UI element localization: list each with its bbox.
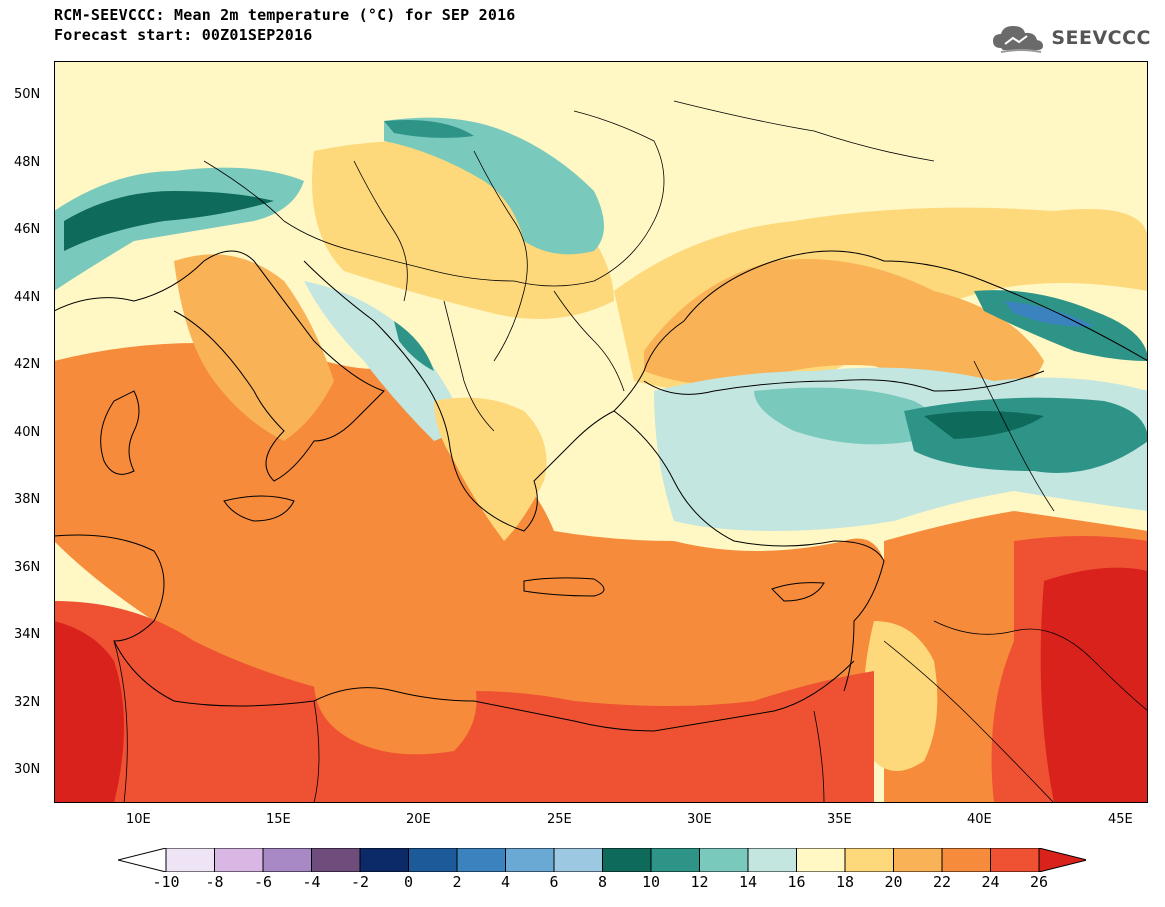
cloud-logo-icon [993,26,1044,53]
lat-label: 38N [14,492,41,507]
carpathians-zone [384,117,604,255]
algeria-hot-zone [54,621,124,803]
colorbar-tick-label: -10 [152,873,180,891]
colorbar-tick-label: 6 [549,873,559,891]
lat-label: 34N [14,627,41,642]
lat-label: 32N [14,695,41,710]
dinaric-peak-zone [394,321,434,371]
colorbar-tick-label: 24 [981,873,1000,891]
alps-peak-zone [64,191,274,251]
lon-label: 40E [967,812,992,827]
coastlines [54,250,1148,732]
colorbar-tick-label: 22 [932,873,952,891]
colorbar-tick-label: -8 [205,873,224,891]
anatolia-teal-zone [754,387,934,445]
colorbar-swatch [650,848,700,872]
lat-label: 46N [14,222,41,237]
colorbar-tick-label: 16 [787,873,806,891]
colorbar-swatch [844,848,894,872]
colorbar-swatch [456,848,506,872]
colorbar-tick-label: 12 [690,873,709,891]
lon-label: 20E [406,812,431,827]
colorbar-swatch [165,848,215,872]
dinaric-zone [304,281,457,441]
seevccc-logo: SEEVCCC [991,22,1151,54]
colorbar-tick-label: 4 [500,873,511,891]
pannonian-warm-zone [312,141,614,319]
colorbar-swatch [941,848,991,872]
lat-label: 50N [14,87,41,102]
lat-label: 30N [14,762,41,777]
colorbar-swatch [505,848,555,872]
lon-label: 10E [126,812,151,827]
colorbar-swatch [602,848,652,872]
mediterranean-zone [54,343,884,726]
colorbar-swatch [408,848,458,872]
colorbar-tick-label: 14 [738,873,758,891]
iraq-hot-zone [1040,567,1148,803]
colorbar-swatch [990,848,1040,872]
colorbar-swatch [796,848,846,872]
lon-label: 35E [827,812,852,827]
greece-zone [434,397,547,541]
cyprus-outline [771,582,825,602]
lon-label: 15E [266,812,291,827]
colorbar-tick-label: 20 [884,873,903,891]
colorbar-labels: -10 -8 -6 -4 -2 0 2 4 6 8 10 12 14 16 18 20 22 24 26 [0,873,1165,895]
colorbar-swatch [699,848,749,872]
chart-subtitle: Forecast start: 00Z01SEP2016 [54,26,313,44]
country-borders [113,100,1148,803]
black-sea-zone [644,259,1044,391]
colorbar-tick-label: 2 [452,873,462,891]
colorbar-tick-label: 10 [641,873,661,891]
temperature-map [54,61,1148,803]
lat-label: 40N [14,425,41,440]
colorbar-tick-label: 8 [597,873,608,891]
colorbar-swatch [262,848,312,872]
sinai-zone [864,621,938,771]
colorbar-over-triangle [1038,848,1086,872]
lon-label: 30E [687,812,712,827]
italy-zone [174,254,334,441]
colorbar-tick-label: -2 [350,873,370,891]
libya-coast-zone [314,671,477,755]
tatra-zone [384,120,474,138]
lon-label: 45E [1108,812,1133,827]
lat-label: 42N [14,357,41,372]
lon-label: 25E [547,812,572,827]
lat-label: 44N [14,290,41,305]
colorbar-swatch [893,848,943,872]
colorbar-swatch [359,848,409,872]
lat-label: 36N [14,560,41,575]
colorbar-under-triangle [118,848,167,872]
colorbar-tick-label: 18 [835,873,855,891]
colorbar-tick-label: -6 [253,873,273,891]
colorbar-swatch [311,848,361,872]
colorbar-swatch [214,848,264,872]
colorbar-swatch [553,848,603,872]
colorbar-tick-label: 0 [403,873,414,891]
caucasus-dark-zone [924,411,1044,439]
colorbar-tick-label: -4 [302,873,321,891]
map-frame [54,61,1148,803]
colorbar-swatch [747,848,797,872]
chart-title: RCM-SEEVCCC: Mean 2m temperature (°C) fo… [54,6,516,24]
lat-label: 48N [14,155,41,170]
colorbar-tick-label: 26 [1029,873,1049,891]
colorbar [118,848,1086,872]
logo-text: SEEVCCC [1051,27,1151,49]
